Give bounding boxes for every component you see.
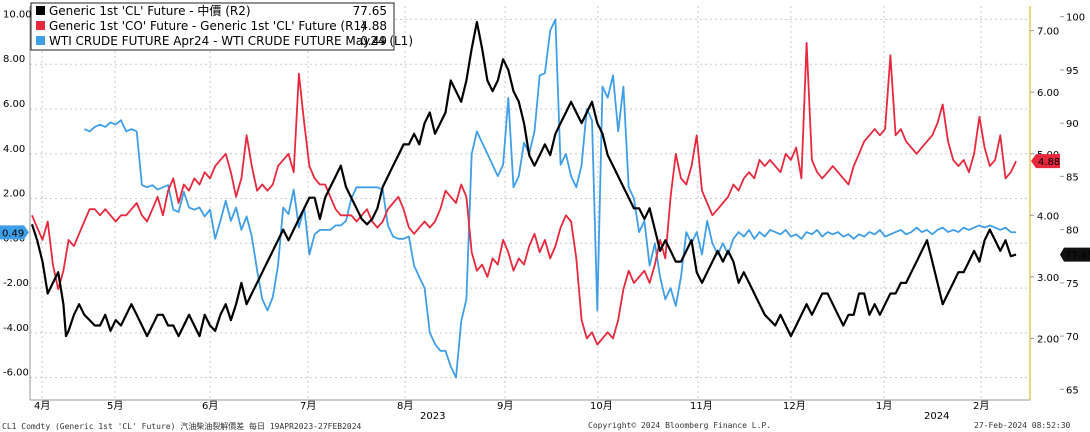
- left-tick-label: 10.00: [3, 9, 32, 20]
- left-value-tag: [0, 225, 29, 240]
- left-tick-label: -6.00: [3, 368, 29, 379]
- r1-tick-label: 3.00: [1037, 273, 1059, 284]
- r2-tick-label: 75: [1066, 279, 1079, 290]
- r1-tick-label: 7.00: [1037, 27, 1059, 38]
- series-line-r2: [30, 20, 1017, 338]
- r2-value-tag: [1060, 247, 1090, 262]
- r2-tick-label: 70: [1066, 332, 1079, 343]
- series-line-left: [83, 18, 1017, 379]
- r2-value-tag-label: 77.65: [1065, 251, 1090, 262]
- r2-tick-label: 85: [1066, 172, 1079, 183]
- left-value-tag-label: 0.49: [2, 228, 24, 239]
- r1-value-tag-label: 4.88: [1038, 157, 1060, 168]
- left-tick-label: 6.00: [3, 99, 25, 110]
- year-label: 2023: [420, 411, 445, 422]
- r1-tick-label: 2.00: [1037, 334, 1059, 345]
- gridlines: [30, 6, 1030, 400]
- x-tick-label: 11月: [690, 400, 713, 412]
- r1-tick-label: 6.00: [1037, 88, 1059, 99]
- year-label: 2024: [924, 411, 949, 422]
- legend-value: 77.65: [353, 4, 387, 18]
- legend-label: Generic 1st 'CO' Future - Generic 1st 'C…: [49, 19, 366, 33]
- left-tick-label: -2.00: [3, 278, 29, 289]
- left-tick-label: 2.00: [3, 189, 25, 200]
- legend-value: 4.88: [360, 19, 387, 33]
- legend-box: [30, 2, 395, 51]
- left-tick-label: 4.00: [3, 144, 25, 155]
- r2-tick-label: 80: [1066, 226, 1079, 237]
- footer-left: CL1 Comdty (Generic 1st 'CL' Future) 汽油柴…: [2, 422, 362, 431]
- legend-value: 0.49: [360, 34, 387, 48]
- x-tick-label: 7月: [300, 400, 316, 412]
- x-tick-label: 1月: [876, 400, 892, 412]
- x-tick-label: 2月: [973, 400, 989, 412]
- legend-label: Generic 1st 'CL' Future - 中價 (R2): [49, 3, 251, 18]
- x-tick-label: 4月: [34, 400, 50, 412]
- r1-tick-label: 4.00: [1037, 211, 1059, 222]
- series-layer: [30, 18, 1017, 379]
- r1-value-tag: [1031, 154, 1060, 169]
- x-tick-label: 8月: [397, 400, 413, 412]
- x-tick-label: 9月: [497, 400, 513, 412]
- r2-tick-label: 65: [1066, 385, 1079, 396]
- footer-center: Copyright© 2024 Bloomberg Finance L.P.: [588, 421, 772, 430]
- legend-swatch: [36, 6, 45, 15]
- legend: Generic 1st 'CL' Future - 中價 (R2) 77.65Ge…: [30, 2, 413, 51]
- series-line-r1: [31, 42, 1017, 346]
- left-tick-label: -4.00: [3, 323, 29, 334]
- legend-swatch: [36, 21, 45, 30]
- legend-swatch: [36, 36, 45, 45]
- x-tick-label: 6月: [202, 400, 218, 412]
- r2-tick-label: 95: [1066, 66, 1079, 77]
- last-value-tags: 0.49 4.88 77.65: [0, 154, 1090, 262]
- footer-right: 27-Feb-2024 08:52:30: [974, 421, 1071, 430]
- x-tick-label: 5月: [107, 400, 123, 412]
- r2-tick-label: 100: [1066, 13, 1085, 24]
- left-tick-label: 8.00: [3, 54, 25, 65]
- r2-tick-label: 90: [1066, 119, 1079, 130]
- x-tick-label: 12月: [783, 400, 806, 412]
- legend-label: WTI CRUDE FUTURE Apr24 - WTI CRUDE FUTUR…: [49, 34, 413, 48]
- x-tick-label: 10月: [590, 400, 613, 412]
